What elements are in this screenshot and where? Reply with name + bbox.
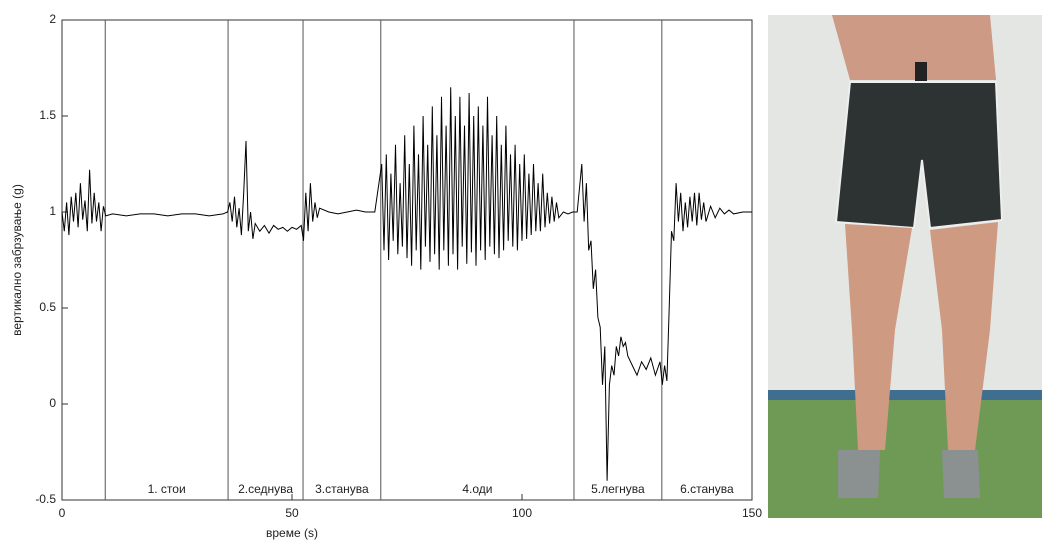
- y-tick-label: -0.5: [35, 492, 56, 506]
- x-tick-label: 0: [59, 506, 66, 520]
- signal-line: [61, 87, 752, 481]
- photo-left-shoe: [838, 450, 880, 498]
- x-tick-label: 50: [285, 506, 299, 520]
- photo-sensor: [915, 62, 927, 84]
- segment-label: 6.станува: [680, 482, 734, 496]
- y-tick-label: 1.5: [39, 108, 56, 122]
- segment-label: 5.легнува: [591, 482, 645, 496]
- y-tick-label: 1: [49, 204, 56, 218]
- segment-label: 4.оди: [462, 482, 492, 496]
- photo-floor: [768, 395, 1042, 518]
- photo-left-leg: [845, 224, 912, 450]
- photo-right-shoe: [942, 450, 980, 498]
- photo-right-leg: [930, 222, 998, 450]
- segment-label: 1. стои: [148, 482, 186, 496]
- photo-torso: [832, 15, 996, 80]
- x-tick-label: 100: [512, 506, 532, 520]
- y-tick-label: 2: [49, 12, 56, 26]
- x-tick-label: 150: [742, 506, 762, 520]
- plot-frame: [61, 19, 753, 501]
- photo-shorts: [834, 81, 1004, 230]
- segment-label: 2.седнува: [238, 482, 293, 496]
- x-axis-label: време (s): [266, 526, 318, 540]
- y-tick-label: 0.5: [39, 300, 56, 314]
- y-axis-label: вертикално забрзување (g): [10, 184, 24, 336]
- photo: [768, 15, 1042, 518]
- y-tick-label: 0: [49, 396, 56, 410]
- photo-floor-edge: [768, 390, 1042, 400]
- segment-label: 3.станува: [315, 482, 369, 496]
